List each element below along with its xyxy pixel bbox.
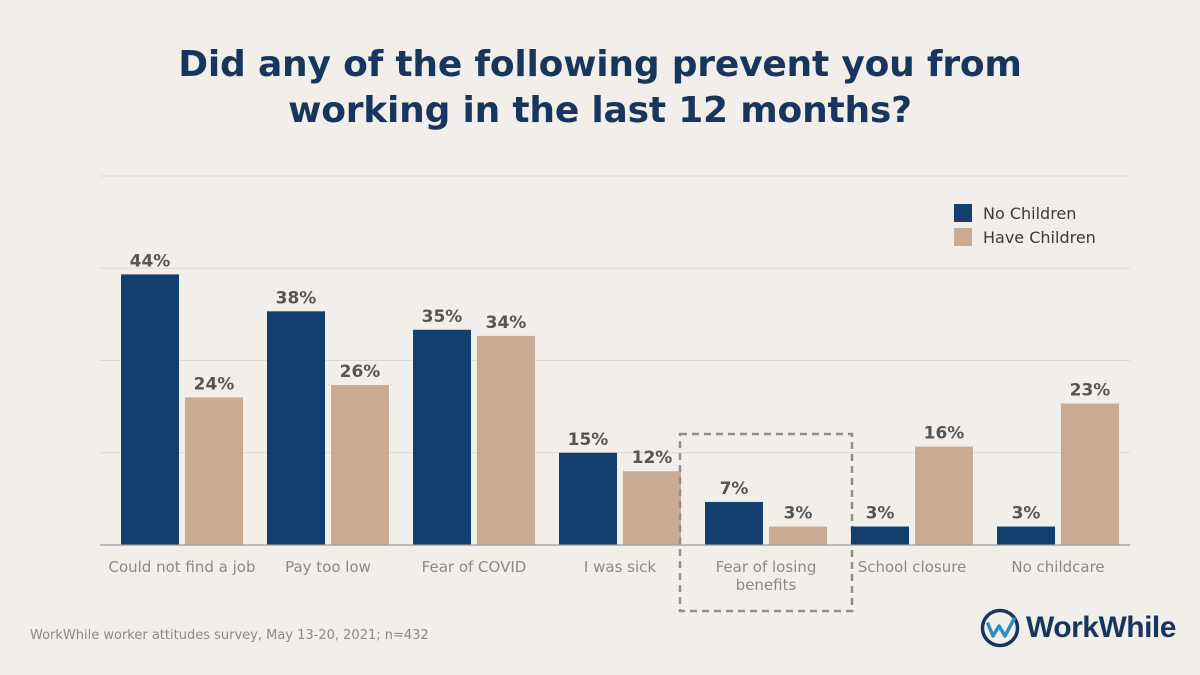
bar-have-children [185, 397, 243, 545]
category-label: Fear of COVID [422, 558, 527, 576]
bar-have-children [477, 335, 535, 545]
bar-have-children [769, 526, 827, 545]
category-label: Could not find a job [108, 558, 255, 576]
bar-have-children [1061, 403, 1119, 545]
data-label: 15% [568, 430, 609, 450]
data-label: 3% [1012, 504, 1041, 524]
chart-title: Did any of the following prevent you fro… [0, 42, 1200, 134]
bar-no-children [705, 501, 763, 545]
data-label: 24% [194, 374, 235, 394]
bar-no-children [851, 526, 909, 545]
bar-no-children [559, 452, 617, 545]
data-label: 16% [924, 424, 965, 444]
data-label: 26% [340, 362, 381, 382]
category-label: benefits [736, 576, 797, 594]
chart-title-line-1: Did any of the following prevent you fro… [178, 44, 1022, 85]
legend-label: No Children [983, 204, 1076, 223]
highlight-box [678, 432, 854, 613]
data-label: 44% [130, 251, 171, 271]
category-label: School closure [858, 558, 967, 576]
workwhile-logo-mark-icon [980, 608, 1020, 648]
bar-no-children [267, 311, 325, 545]
category-label: I was sick [584, 558, 656, 576]
category-label: Pay too low [285, 558, 371, 576]
bar-have-children [331, 385, 389, 545]
data-label: 7% [720, 479, 749, 499]
category-label: No childcare [1011, 558, 1104, 576]
data-label: 23% [1070, 381, 1111, 401]
legend-swatch-no-children [954, 204, 972, 222]
footnote: WorkWhile worker attitudes survey, May 1… [30, 628, 429, 643]
category-label: Fear of losing [716, 558, 817, 576]
data-label: 35% [422, 307, 463, 327]
legend-label: Have Children [983, 228, 1096, 247]
data-label: 3% [784, 504, 813, 524]
workwhile-logo-text: WorkWhile [1026, 611, 1176, 644]
bar-have-children [623, 471, 681, 545]
data-label: 38% [276, 288, 317, 308]
bar-have-children [915, 446, 973, 545]
chart-title-line-2: working in the last 12 months? [288, 90, 912, 131]
data-label: 3% [866, 504, 895, 524]
data-label: 34% [486, 313, 527, 333]
bar-no-children [413, 329, 471, 545]
legend-swatch-have-children [954, 228, 972, 246]
workwhile-logo: WorkWhile [980, 608, 1176, 648]
data-label: 12% [632, 448, 673, 468]
bar-no-children [997, 526, 1055, 545]
bar-no-children [121, 274, 179, 545]
